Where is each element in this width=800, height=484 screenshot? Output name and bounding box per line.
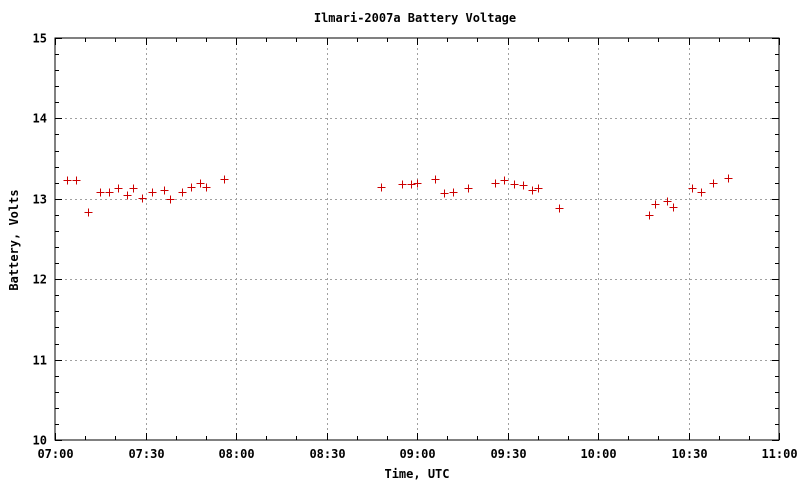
data-point [166,195,175,204]
x-axis-label: Time, UTC [384,467,449,480]
data-point [510,180,519,189]
data-point [663,197,672,206]
data-point [123,191,132,200]
x-tick-label: 10:00 [580,447,616,461]
x-tick-label: 09:00 [399,447,435,461]
x-tick-label: 09:30 [490,447,526,461]
data-point [431,175,440,184]
data-point [114,184,123,193]
data-point [449,188,458,197]
data-point [202,183,211,192]
data-point [220,175,229,184]
x-tick-label: 10:30 [671,447,707,461]
data-point [138,194,147,203]
data-point [148,188,157,197]
data-point [645,211,654,220]
data-point [697,188,706,197]
data-point [178,188,187,197]
data-point [72,176,81,185]
data-point [555,204,564,213]
grid-lines [55,38,779,440]
x-tick-label: 07:30 [128,447,164,461]
data-point [160,186,169,195]
data-point [688,184,697,193]
x-tick-label: 08:00 [218,447,254,461]
data-point [377,183,386,192]
data-point [534,184,543,193]
y-tick-label: 15 [33,32,47,46]
data-point [669,203,678,212]
data-point [129,184,138,193]
data-point [84,208,93,217]
y-tick-label: 11 [33,354,47,368]
data-point [440,189,449,198]
y-axis-label: Battery, Volts [7,189,21,290]
data-point [413,179,422,188]
tick-labels: 07:00 07:30 08:00 08:30 09:00 09:30 10:00 10:30… [33,32,798,462]
data-point [464,184,473,193]
y-tick-label: 10 [33,434,47,448]
data-point [491,179,500,188]
data-points [63,174,733,220]
data-point [500,176,509,185]
data-point [519,181,528,190]
data-point [407,180,416,189]
data-point [528,186,537,195]
data-point [187,183,196,192]
x-tick-label: 07:00 [37,447,73,461]
data-point [724,174,733,183]
data-point [105,188,114,197]
x-tick-label: 08:30 [309,447,345,461]
data-point [63,176,72,185]
y-tick-label: 12 [33,273,47,287]
data-point [709,179,718,188]
data-point [398,180,407,189]
y-tick-label: 13 [33,193,47,207]
chart-title: Ilmari-2007a Battery Voltage [314,11,516,25]
plot-frame [54,37,780,441]
data-point [96,188,105,197]
data-point [651,200,660,209]
data-point [196,179,205,188]
y-tick-label: 14 [33,112,47,126]
x-tick-label: 11:00 [761,447,797,461]
